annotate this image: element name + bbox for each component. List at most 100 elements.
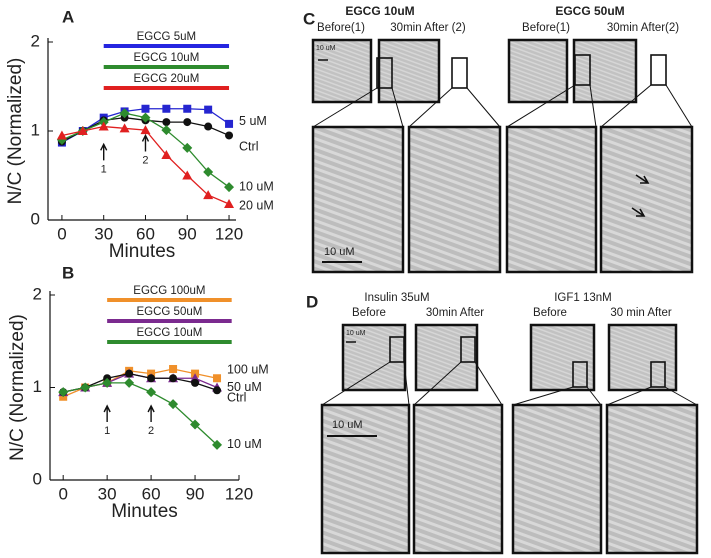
image <box>511 403 603 555</box>
x-axis-label: Minutes <box>109 241 176 262</box>
marker <box>125 369 134 378</box>
zoom-box <box>376 57 393 89</box>
image <box>507 38 569 104</box>
marker <box>161 125 172 136</box>
series-label: Ctrl <box>239 140 258 154</box>
marker <box>77 126 88 135</box>
image <box>311 38 373 104</box>
y-tick-label: 2 <box>31 31 40 50</box>
x-tick-label: 60 <box>136 224 155 243</box>
series-label: 10 uM <box>227 437 262 451</box>
arrow-label: 1 <box>101 163 107 175</box>
condition-label: Before <box>533 307 567 319</box>
image <box>341 323 407 392</box>
image <box>505 125 598 274</box>
x-tick-label: 60 <box>142 484 161 503</box>
zoom-box <box>572 361 588 388</box>
group-title: IGF1 13nM <box>554 292 612 304</box>
marker <box>182 142 193 153</box>
image <box>311 125 405 274</box>
marker <box>224 198 235 208</box>
arrow <box>103 404 111 422</box>
image <box>605 403 699 555</box>
marker <box>162 104 171 113</box>
image <box>377 38 441 104</box>
arrow-label: 2 <box>148 425 154 437</box>
panel-letter: D <box>306 292 318 311</box>
image <box>320 403 411 555</box>
marker <box>213 386 222 395</box>
marker <box>168 399 179 410</box>
panel-letter: C <box>303 9 315 28</box>
marker <box>191 378 200 387</box>
marker <box>224 182 235 193</box>
condition-label: 30min After <box>426 307 484 319</box>
zoom-box <box>650 361 666 388</box>
series-label: Ctrl <box>227 391 246 405</box>
series-label: 100 uM <box>227 363 269 377</box>
micrographs-c <box>311 38 694 274</box>
x-tick-label: 90 <box>178 224 197 243</box>
condition-label: 30min After(2) <box>607 22 679 34</box>
x-axis-label: Minutes <box>111 501 178 522</box>
marker <box>58 387 69 398</box>
marker <box>183 118 192 127</box>
image <box>572 38 638 104</box>
scale-label: 10 uM <box>324 246 355 258</box>
series-label: 50 uM <box>227 380 262 394</box>
condition-label: Before(1) <box>317 22 365 34</box>
condition-label: Before(1) <box>522 22 570 34</box>
zoom-box <box>574 54 591 86</box>
arrow <box>147 404 155 422</box>
image <box>599 125 694 274</box>
marker <box>190 419 201 430</box>
group-title: EGCG 50uM <box>555 4 624 18</box>
marker <box>140 125 151 135</box>
marker <box>56 130 67 140</box>
marker <box>119 108 130 119</box>
marker <box>146 387 157 398</box>
condition-label: Before <box>352 307 386 319</box>
condition-label: 30 min After <box>610 307 672 319</box>
scale-label: 10 uM <box>346 330 366 337</box>
series-label: 10 uM <box>239 179 274 193</box>
y-tick-label: 1 <box>31 120 40 139</box>
marker <box>98 121 109 131</box>
image <box>414 323 479 392</box>
treatment-label: EGCG 5uM <box>137 31 196 43</box>
image <box>412 403 504 555</box>
panel-letter: A <box>62 7 74 26</box>
marker <box>203 166 214 177</box>
treatment-label: EGCG 100uM <box>133 285 205 297</box>
scale-label: 10 uM <box>316 45 336 52</box>
marker <box>203 190 214 200</box>
marker <box>80 382 91 393</box>
y-axis-label: N/C (Normalized) <box>5 58 26 205</box>
y-tick-label: 2 <box>33 284 42 303</box>
treatment-label: EGCG 10uM <box>136 327 202 339</box>
treatment-label: EGCG 10uM <box>133 52 199 64</box>
x-tick-label: 0 <box>57 224 66 243</box>
marker <box>147 374 156 383</box>
group-title: EGCG 10uM <box>345 4 414 18</box>
marker <box>183 104 192 113</box>
treatment-label: EGCG 50uM <box>136 306 202 318</box>
zoom-box <box>650 54 667 86</box>
treatment-label: EGCG 20uM <box>133 73 199 85</box>
image <box>607 323 678 392</box>
marker <box>140 112 151 123</box>
image <box>529 323 596 392</box>
marker <box>102 377 113 388</box>
marker <box>124 377 135 388</box>
marker <box>169 365 178 373</box>
zoom-box <box>460 336 476 363</box>
zoom-box <box>451 57 468 89</box>
group-title: Insulin 35uM <box>364 292 429 304</box>
series-label: 20 uM <box>239 198 274 212</box>
y-axis-label: N/C (Normalized) <box>7 314 28 461</box>
marker <box>161 150 172 160</box>
marker <box>162 118 171 127</box>
marker <box>225 131 234 140</box>
x-tick-label: 90 <box>186 484 205 503</box>
